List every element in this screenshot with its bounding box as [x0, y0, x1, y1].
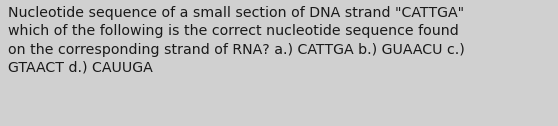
Text: Nucleotide sequence of a small section of DNA strand "CATTGA"
which of the follo: Nucleotide sequence of a small section o… [8, 6, 465, 75]
